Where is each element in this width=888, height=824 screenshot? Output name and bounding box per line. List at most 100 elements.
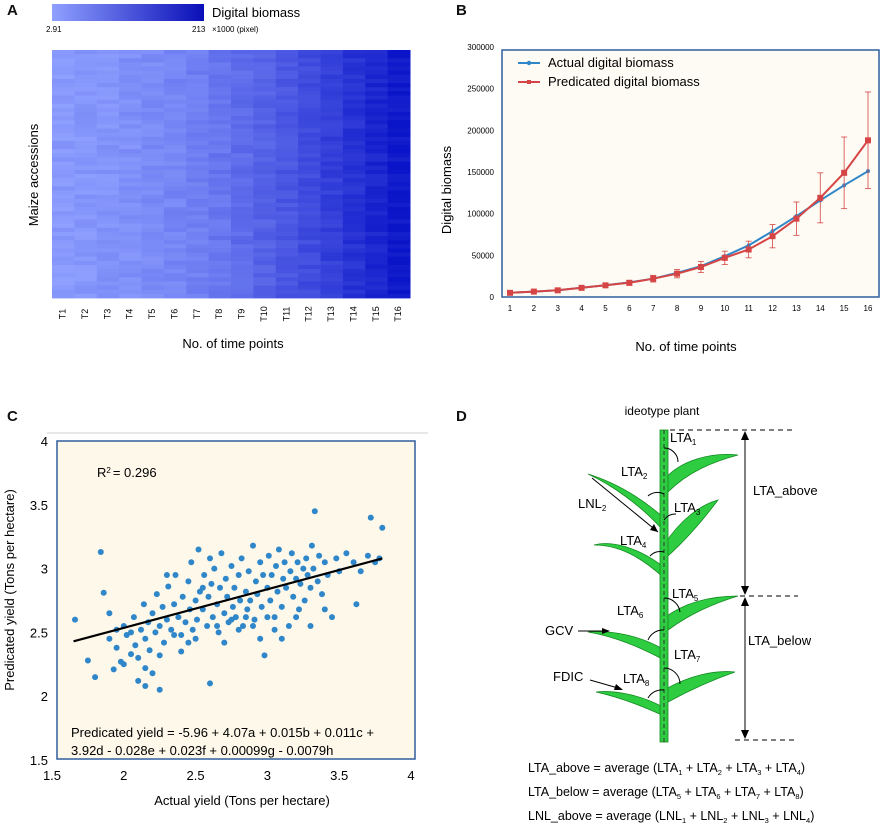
heatmap-cell [186,95,210,100]
line-x-tick: 9 [699,304,704,313]
heatmap-cell [141,281,165,286]
line-y-label: Digital biomass [439,145,454,234]
heatmap-x-tick: T11 [281,307,291,322]
heatmap-cell [186,78,210,84]
heatmap-cell [141,211,165,216]
heatmap-cell [342,78,366,84]
heatmap-cell [208,149,232,154]
heatmap-cell [253,219,277,224]
heatmap-cell [387,223,411,229]
heatmap-cell [342,273,366,278]
heatmap-cell [52,244,75,249]
fdic-arrow-line [589,679,619,689]
heatmap-cell [231,281,254,286]
heatmap-cell [74,70,98,76]
heatmap-cell [342,256,366,262]
heatmap-cell [342,285,366,291]
scatter-point [353,601,360,608]
heatmap-cell [163,66,187,72]
heatmap-cell [141,128,165,134]
heatmap-cell [96,273,120,278]
heatmap-cell [231,198,254,204]
heatmap-cell [52,136,75,142]
leaf-3 [663,499,720,557]
heatmap-cell [186,244,210,249]
heatmap-cell [253,74,277,80]
heatmap-cell [186,207,210,212]
heatmap-cell [231,140,254,146]
heatmap-cell [119,215,143,220]
heatmap-cell [342,223,366,229]
heatmap-cell [119,285,143,291]
scatter-point [135,654,142,661]
scatter-point [215,629,222,636]
heatmap-x-tick: T14 [348,306,358,322]
scatter-point [201,572,208,578]
heatmap-cell [163,293,187,299]
heatmap-cell [275,223,299,229]
heatmap-cell [387,289,411,295]
leaf-1 [663,454,739,493]
heatmap-cell [74,277,98,282]
heatmap-cell [231,128,254,134]
heatmap-cell [186,256,210,262]
heatmap-cell [96,54,120,59]
label-lta-below: LTA_below [748,633,812,648]
heatmap-x-label: No. of time points [182,336,284,351]
heatmap-cell [253,99,277,105]
heatmap-cell [119,227,143,233]
heatmap-cell [74,116,98,121]
heatmap-cell [208,252,232,258]
heatmap-cell [365,252,389,258]
heatmap-x-tick: T9 [237,309,247,320]
heatmap-cell [208,78,232,84]
heatmap-cell [365,207,389,212]
heatmap-cell [275,240,299,245]
heatmap-cell [208,285,232,291]
heatmap-cell [186,149,210,154]
heatmap-cell [342,103,366,109]
heatmap-cell [74,260,98,266]
heatmap-cell [275,87,299,92]
heatmap-cell [365,269,389,274]
scatter-point [120,661,127,668]
scatter-point [350,559,357,566]
heatmap-cell [119,99,143,105]
arc-lta1 [663,447,679,463]
line-x-tick: 5 [603,304,608,313]
heatmap-cell [163,277,187,282]
heatmap-cell [52,124,75,129]
heatmap-cell [52,157,75,162]
scatter-point [228,563,235,569]
heatmap-cell [231,103,254,109]
heatmap-cell [387,252,411,258]
heatmap-cell [342,182,366,187]
heatmap-cell [186,116,210,121]
line-x-tick: 14 [816,304,825,313]
heatmap-cell [231,293,254,299]
heatmap-cell [320,136,344,142]
heatmap-cell [119,87,143,92]
regression-line [73,557,383,643]
heatmap-cell [320,252,344,258]
heatmap-cell [52,236,75,241]
heatmap-cell [74,281,98,286]
heatmap-cell [74,74,98,80]
heatmap-cell [342,62,366,67]
scatter-x-tick: 2.5 [187,768,205,783]
heatmap-cell [141,145,165,150]
heatmap-cell [320,289,344,295]
heatmap-cell [52,202,75,208]
scatter-point [303,555,310,562]
heatmap-cell [96,182,120,187]
heatmap-cell [96,178,120,183]
heatmap-cell [253,277,277,282]
heatmap-cell [365,248,389,253]
heatmap-cell [231,252,254,258]
heatmap-cell [208,293,232,299]
heatmap-cell [163,161,187,167]
heatmap-cell [253,269,277,274]
heatmap-cell [163,207,187,212]
heatmap-cell [186,260,210,266]
heatmap-cell [365,202,389,208]
